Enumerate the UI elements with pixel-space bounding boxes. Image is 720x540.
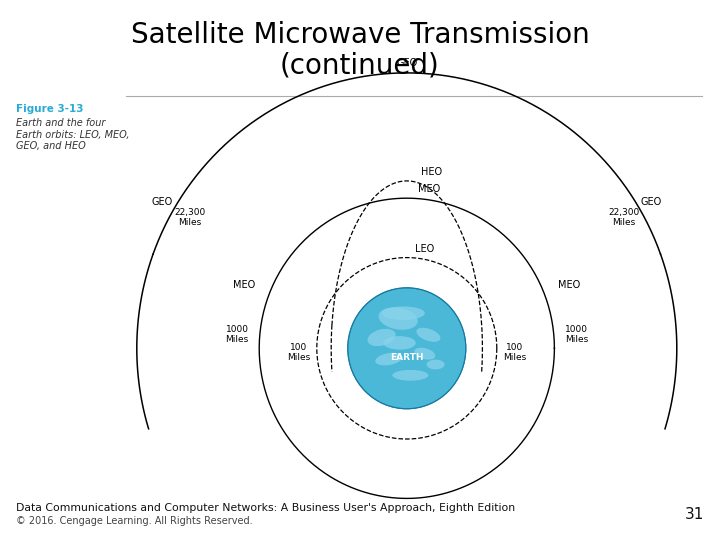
Text: Miles: Miles [564,335,588,344]
Text: 100: 100 [506,343,523,352]
Ellipse shape [375,353,402,366]
Text: Satellite Microwave Transmission: Satellite Microwave Transmission [130,21,590,49]
Text: 100: 100 [290,343,307,352]
Ellipse shape [392,370,428,381]
Text: Earth orbits: LEO, MEO,: Earth orbits: LEO, MEO, [16,130,130,140]
Text: Miles: Miles [503,353,526,362]
Ellipse shape [367,329,396,346]
Text: Data Communications and Computer Networks: A Business User's Approach, Eighth Ed: Data Communications and Computer Network… [16,503,515,512]
Text: GEO: GEO [152,197,173,207]
Text: 1000: 1000 [225,325,248,334]
Text: Earth and the four: Earth and the four [16,118,105,128]
Text: GEO: GEO [396,58,418,68]
Ellipse shape [426,360,444,369]
Ellipse shape [379,307,418,330]
Text: MEO: MEO [418,184,440,194]
Text: (continued): (continued) [280,52,440,80]
Text: MEO: MEO [559,280,580,290]
Text: 22,300: 22,300 [174,208,206,217]
Text: GEO: GEO [641,197,662,207]
Ellipse shape [416,328,441,342]
Text: EARTH: EARTH [390,353,423,362]
Ellipse shape [348,288,466,409]
Text: GEO, and HEO: GEO, and HEO [16,141,86,152]
Text: Miles: Miles [287,353,310,362]
Ellipse shape [414,348,436,360]
Ellipse shape [382,307,425,320]
Text: LEO: LEO [415,244,434,254]
Text: Miles: Miles [179,218,202,227]
Text: Miles: Miles [225,335,249,344]
Ellipse shape [383,336,416,350]
Text: 1000: 1000 [565,325,588,334]
Text: Figure 3-13: Figure 3-13 [16,104,84,114]
Text: © 2016. Cengage Learning. All Rights Reserved.: © 2016. Cengage Learning. All Rights Res… [16,516,253,526]
Text: HEO: HEO [421,167,442,177]
Text: MEO: MEO [233,280,255,290]
Text: Miles: Miles [612,218,635,227]
Text: 22,300: 22,300 [608,208,639,217]
Text: 31: 31 [685,507,704,522]
